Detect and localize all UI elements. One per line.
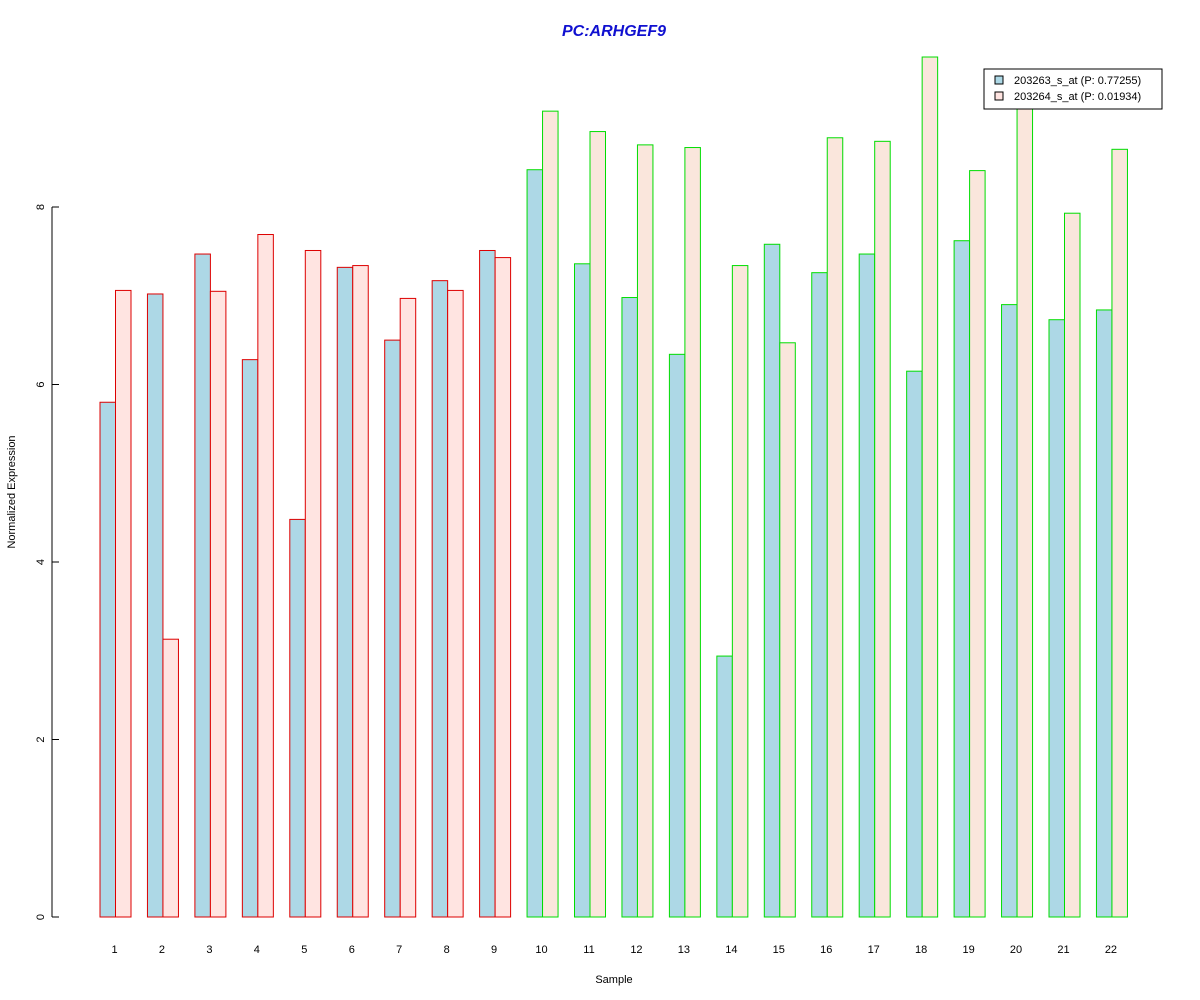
x-tick-label: 5: [301, 944, 307, 956]
x-tick-label: 2: [159, 944, 165, 956]
bar-series2: [209, 290, 227, 918]
bar-series2: [731, 265, 749, 918]
bar-series2: [257, 234, 274, 918]
bar-series2: [826, 137, 844, 918]
legend-box: [983, 68, 1163, 110]
bar-series1: [716, 655, 733, 918]
bar-series1: [241, 359, 259, 918]
bar-series2: [304, 249, 322, 918]
x-tick-label: 16: [820, 944, 832, 956]
y-tick-label: 2: [35, 736, 47, 742]
x-tick-label: 19: [962, 944, 974, 956]
y-tick-label: 6: [35, 381, 47, 387]
bar-series2: [969, 170, 986, 918]
bar-series1: [1001, 304, 1018, 918]
bar-series2: [352, 265, 369, 918]
x-tick-label: 20: [1010, 944, 1022, 956]
y-axis-label: Normalized Expression: [6, 435, 18, 548]
x-tick-label: 8: [444, 944, 450, 956]
bar-series2: [874, 140, 891, 918]
bar-series1: [99, 401, 116, 918]
x-tick-label: 13: [678, 944, 690, 956]
bar-series1: [668, 353, 686, 918]
chart-title: PC:ARHGEF9: [562, 23, 666, 40]
x-tick-label: 15: [773, 944, 785, 956]
bar-series1: [906, 370, 923, 918]
x-tick-label: 18: [915, 944, 927, 956]
x-tick-label: 1: [111, 944, 117, 956]
bar-series1: [953, 240, 971, 918]
x-tick-label: 6: [349, 944, 355, 956]
bar-series2: [921, 56, 939, 918]
x-tick-label: 4: [254, 944, 260, 956]
y-tick-label: 4: [35, 559, 47, 565]
bar-series2: [115, 289, 132, 918]
x-tick-label: 17: [868, 944, 880, 956]
x-tick-labels: 1 2 3 4 5 6 7 8 9 10 11 12 13 14 15 16 17 18 19 20 21 22: [111, 944, 1117, 956]
bar-series1: [289, 518, 306, 918]
bar-series1: [763, 243, 781, 918]
bar-series1: [336, 266, 354, 918]
x-tick-label: 7: [396, 944, 402, 956]
x-tick-label: 10: [535, 944, 547, 956]
legend: 203263_s_at (P: 0.77255) 203264_s_at (P: …: [983, 68, 1163, 110]
x-tick-label: 14: [725, 944, 737, 956]
x-axis-label: Sample: [595, 974, 632, 986]
y-tick-label: 8: [35, 204, 47, 210]
bar-series2: [542, 110, 559, 918]
bar-series2: [494, 257, 512, 918]
x-tick-label: 11: [583, 944, 594, 956]
bar-series1: [811, 272, 828, 918]
bars: [99, 56, 1128, 918]
bar-series1: [574, 263, 591, 918]
bar-series1: [146, 293, 164, 918]
bar-series2: [589, 131, 606, 918]
legend-swatch: [994, 75, 1004, 85]
bar-series1: [526, 169, 544, 918]
bar-series1: [384, 339, 401, 918]
bar-series2: [1111, 148, 1128, 918]
x-tick-label: 9: [491, 944, 497, 956]
x-tick-label: 3: [206, 944, 212, 956]
bar-series2: [1016, 100, 1034, 918]
bar-series1: [479, 249, 496, 918]
bar-series1: [431, 280, 449, 918]
bar-series1: [621, 297, 638, 918]
legend-label: 203264_s_at (P: 0.01934): [1014, 91, 1141, 103]
legend-label: 203263_s_at (P: 0.77255): [1014, 75, 1141, 87]
y-axis: 0 2 4 6 8: [35, 204, 59, 920]
x-tick-label: 12: [630, 944, 642, 956]
bar-series2: [1064, 212, 1081, 918]
bar-series2: [447, 289, 464, 918]
x-tick-label: 21: [1057, 944, 1069, 956]
bar-series1: [858, 253, 876, 918]
x-tick-label: 22: [1105, 944, 1117, 956]
bar-series2: [636, 144, 654, 918]
bar-series1: [194, 253, 211, 918]
legend-swatch: [994, 91, 1004, 101]
bar-series2: [399, 297, 417, 918]
bar-series2: [684, 147, 701, 918]
y-tick-label: 0: [35, 914, 47, 920]
bar-series1: [1095, 309, 1113, 918]
bar-series2: [162, 638, 179, 918]
bar-series1: [1048, 319, 1065, 918]
bar-series2: [779, 342, 796, 918]
